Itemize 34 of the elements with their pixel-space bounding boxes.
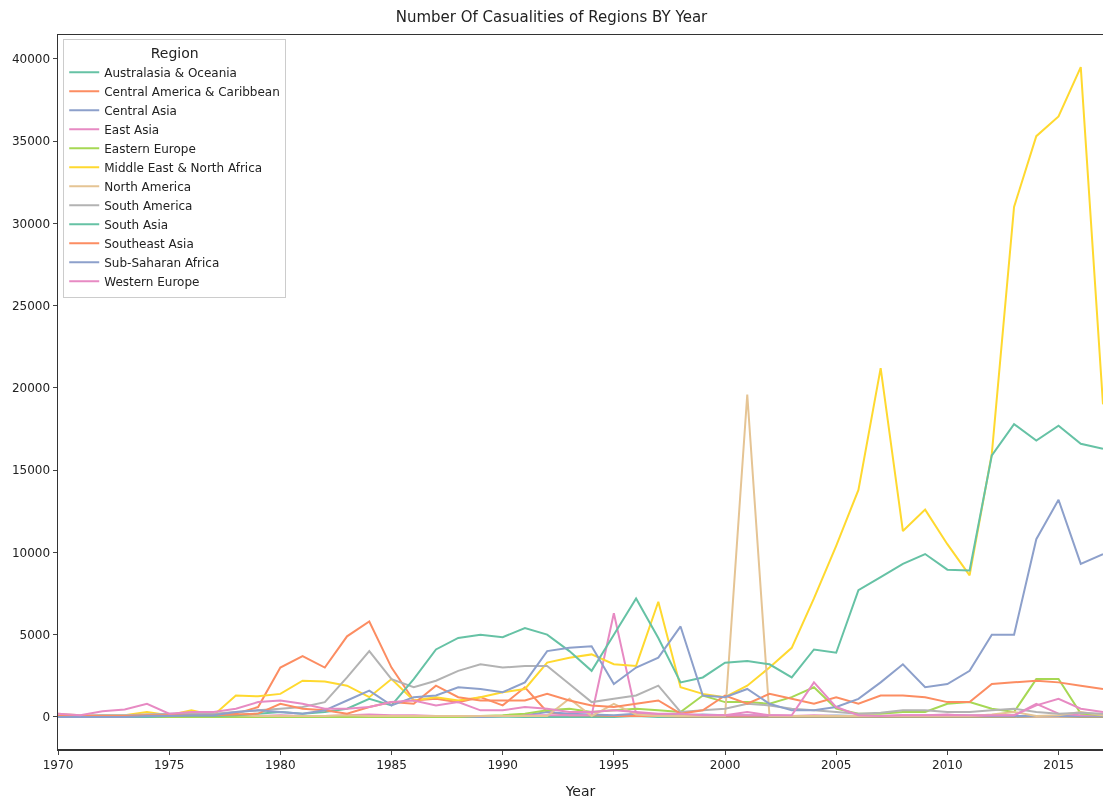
x-tick-label: 1995 [598,757,630,772]
y-tick-label: 10000 [11,545,51,560]
y-tick-label: 25000 [11,298,51,313]
legend-label: East Asia [104,122,160,137]
x-tick-label: 2015 [1043,757,1074,772]
x-tick-label: 2005 [820,757,852,772]
legend-label: Central America & Caribbean [104,84,280,99]
x-tick-label: 1975 [153,757,185,772]
y-tick-label: 35000 [11,134,51,149]
y-tick-label: 5000 [19,627,51,642]
x-tick-label: 1980 [265,757,296,772]
legend-label: Central Asia [104,103,177,118]
chart-title: Number Of Casualities of Regions BY Year [395,8,709,27]
legend-title: Region [150,44,199,61]
y-tick-label: 15000 [11,463,51,478]
x-axis-title: Year [564,783,596,799]
legend-label: South America [104,198,193,213]
legend-label: Sub-Saharan Africa [104,255,220,270]
legend-label: Western Europe [104,274,200,289]
x-tick-label: 1990 [487,757,518,772]
x-tick-label: 1970 [42,757,74,772]
legend-label: North America [104,179,192,194]
y-tick-label: 30000 [11,216,51,231]
x-tick-label: 1985 [376,757,407,772]
x-tick-label: 2000 [709,757,741,772]
legend-label: South Asia [104,217,169,232]
legend-label: Australasia & Oceania [104,65,237,80]
legend-label: Southeast Asia [104,236,194,251]
legend-label: Middle East & North Africa [104,160,263,175]
legend-label: Eastern Europe [104,141,196,156]
y-tick-label: 0 [42,710,51,725]
y-tick-label: 20000 [11,381,51,396]
x-tick-label: 2010 [932,757,963,772]
y-tick-label: 40000 [11,52,51,67]
